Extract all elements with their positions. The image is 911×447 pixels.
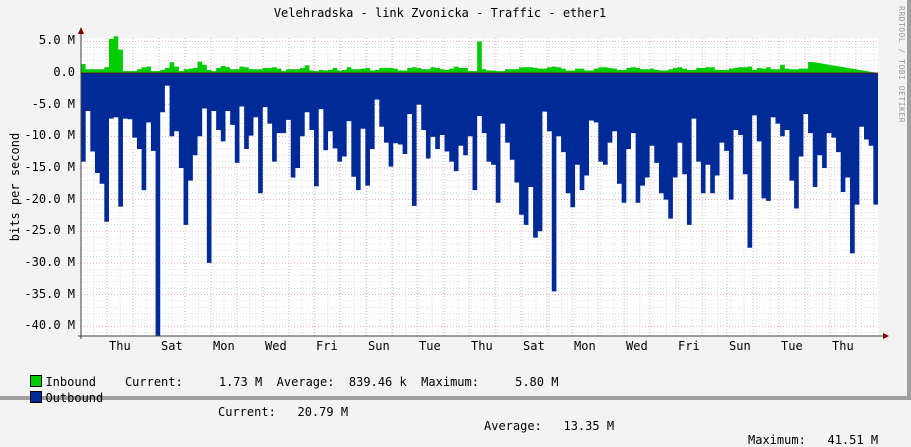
y-tick-label: -35.0 M	[24, 286, 75, 301]
outbound-area	[81, 73, 878, 336]
legend-outbound-maximum-group: Maximum: 41.51 M	[748, 433, 878, 447]
legend-inbound-average: 839.46 k	[348, 375, 407, 389]
legend-outbound-average: 13.35 M	[563, 419, 615, 433]
legend-inbound-maximum-label: Maximum:	[421, 375, 479, 389]
legend-outbound-maximum-label: Maximum:	[748, 433, 806, 447]
legend-inbound-current: 1.73 M	[218, 375, 263, 389]
x-tick-label: Sun	[729, 339, 751, 353]
y-tick-label: 5.0 M	[38, 33, 75, 48]
y-axis-arrow-icon	[78, 27, 84, 34]
inbound-swatch-icon	[30, 375, 43, 387]
graph-frame	[0, 0, 911, 400]
y-tick-label: -10.0 M	[24, 128, 75, 143]
y-tick-label: -15.0 M	[24, 159, 75, 174]
legend-outbound-current: 20.79 M	[297, 405, 349, 419]
legend-outbound-current-group: Current: 20.79 M	[218, 405, 348, 419]
y-tick-label: -40.0 M	[24, 318, 75, 333]
x-tick-label: Fri	[316, 339, 338, 353]
legend-outbound: Outbound Current: 20.79 M Average: 13.35…	[16, 377, 901, 447]
x-tick-label: Wed	[626, 339, 648, 353]
x-tick-label: Sun	[368, 339, 390, 353]
chart-title: Velehradska - link Zvonicka - Traffic - …	[273, 6, 607, 20]
x-tick-label: Thu	[832, 339, 854, 353]
legend-inbound-average-label: Average:	[276, 375, 335, 389]
x-tick-label: Wed	[265, 339, 287, 353]
x-tick-label: Thu	[471, 339, 493, 353]
legend-inbound: Inbound Current: 1.73 M Average: 839.46 …	[16, 361, 558, 389]
x-tick-label: Thu	[109, 339, 131, 353]
plot-area	[78, 27, 889, 339]
y-tick-label: -30.0 M	[24, 254, 75, 269]
x-tick-label: Fri	[678, 339, 700, 353]
outbound-swatch-icon	[30, 391, 43, 403]
legend-inbound-name: Inbound	[45, 375, 97, 389]
x-tick-label: Tue	[781, 339, 803, 353]
x-tick-label: Sat	[523, 339, 545, 353]
legend-outbound-name: Outbound	[45, 391, 104, 405]
y-tick-label: -25.0 M	[24, 223, 75, 238]
rrdtool-watermark: RRDTOOL / TOBI OETIKER	[897, 6, 906, 123]
x-axis-arrow-icon	[883, 333, 889, 339]
legend-inbound-current-label: Current:	[124, 375, 183, 389]
y-tick-label: -20.0 M	[24, 191, 75, 206]
inbound-area	[81, 36, 878, 73]
legend-outbound-current-label: Current:	[218, 405, 276, 419]
x-tick-label: Mon	[213, 339, 235, 353]
x-tick-label: Tue	[419, 339, 441, 353]
legend-inbound-maximum: 5.80 M	[515, 375, 559, 389]
legend-outbound-maximum: 41.51 M	[827, 433, 879, 447]
legend-outbound-average-group: Average: 13.35 M	[484, 419, 614, 433]
x-tick-label: Sat	[161, 339, 183, 353]
legend-outbound-average-label: Average:	[484, 419, 542, 433]
x-tick-label: Mon	[574, 339, 596, 353]
y-tick-label: 0.0	[53, 65, 75, 79]
y-tick-label: -5.0 M	[31, 96, 75, 111]
